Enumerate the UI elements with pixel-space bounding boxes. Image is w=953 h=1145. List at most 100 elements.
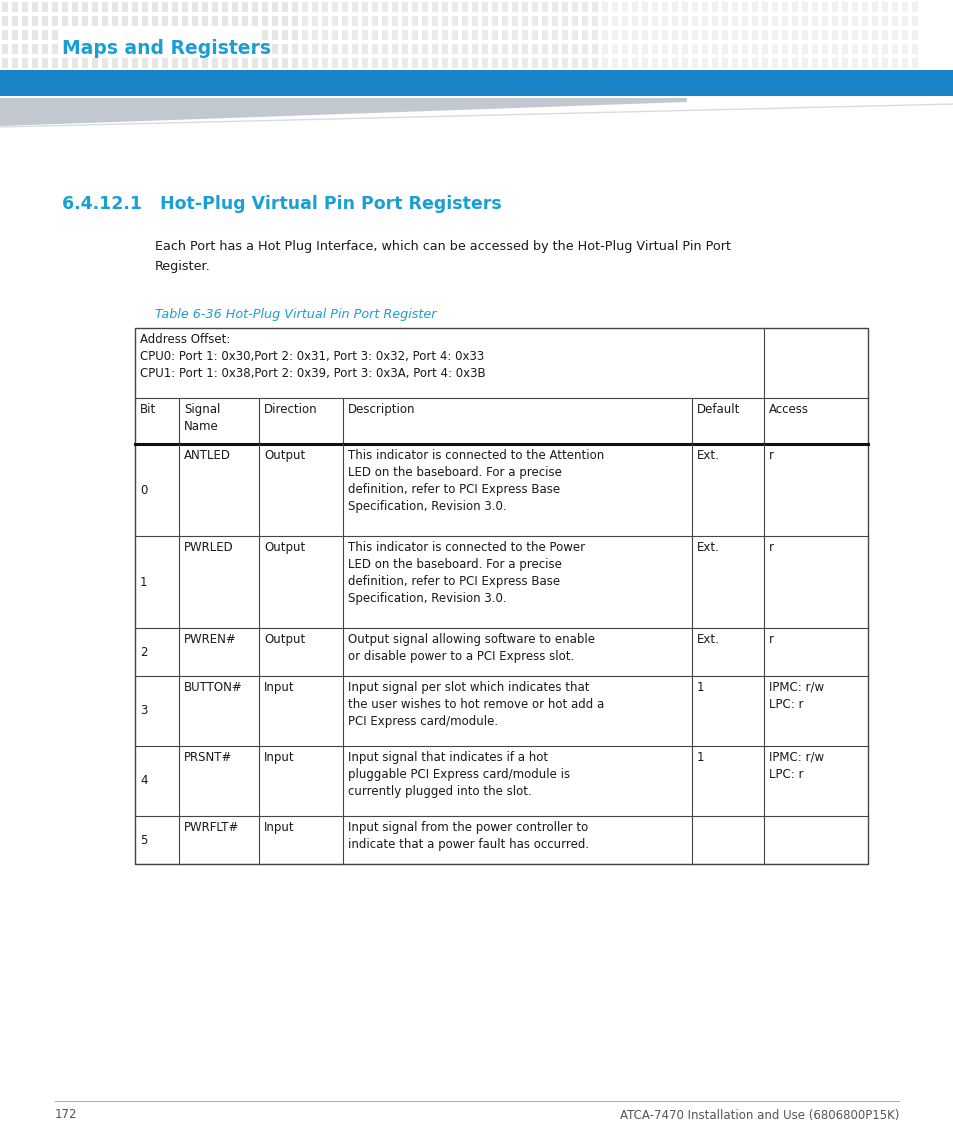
FancyBboxPatch shape bbox=[42, 72, 48, 82]
FancyBboxPatch shape bbox=[761, 58, 767, 68]
FancyBboxPatch shape bbox=[601, 16, 607, 26]
FancyBboxPatch shape bbox=[521, 16, 527, 26]
FancyBboxPatch shape bbox=[882, 30, 887, 40]
FancyBboxPatch shape bbox=[341, 58, 348, 68]
FancyBboxPatch shape bbox=[721, 44, 727, 54]
FancyBboxPatch shape bbox=[372, 72, 377, 82]
Text: Ext.: Ext. bbox=[696, 540, 719, 554]
FancyBboxPatch shape bbox=[711, 16, 718, 26]
FancyBboxPatch shape bbox=[292, 2, 297, 11]
FancyBboxPatch shape bbox=[581, 72, 587, 82]
Text: Each Port has a Hot Plug Interface, which can be accessed by the Hot-Plug Virtua: Each Port has a Hot Plug Interface, whic… bbox=[154, 240, 730, 253]
FancyBboxPatch shape bbox=[601, 30, 607, 40]
Text: r: r bbox=[768, 540, 773, 554]
FancyBboxPatch shape bbox=[592, 58, 598, 68]
FancyBboxPatch shape bbox=[661, 16, 667, 26]
FancyBboxPatch shape bbox=[661, 2, 667, 11]
FancyBboxPatch shape bbox=[621, 16, 627, 26]
FancyBboxPatch shape bbox=[532, 30, 537, 40]
Text: Input signal from the power controller to
indicate that a power fault has occurr: Input signal from the power controller t… bbox=[348, 821, 589, 851]
FancyBboxPatch shape bbox=[62, 16, 68, 26]
FancyBboxPatch shape bbox=[2, 30, 8, 40]
FancyBboxPatch shape bbox=[512, 2, 517, 11]
FancyBboxPatch shape bbox=[432, 44, 437, 54]
FancyBboxPatch shape bbox=[222, 58, 228, 68]
FancyBboxPatch shape bbox=[851, 72, 857, 82]
FancyBboxPatch shape bbox=[182, 72, 188, 82]
FancyBboxPatch shape bbox=[821, 72, 827, 82]
FancyBboxPatch shape bbox=[272, 2, 277, 11]
FancyBboxPatch shape bbox=[791, 44, 797, 54]
FancyBboxPatch shape bbox=[761, 2, 767, 11]
FancyBboxPatch shape bbox=[292, 44, 297, 54]
FancyBboxPatch shape bbox=[512, 16, 517, 26]
FancyBboxPatch shape bbox=[631, 2, 638, 11]
FancyBboxPatch shape bbox=[381, 72, 388, 82]
FancyBboxPatch shape bbox=[572, 30, 578, 40]
FancyBboxPatch shape bbox=[441, 72, 448, 82]
FancyBboxPatch shape bbox=[631, 58, 638, 68]
FancyBboxPatch shape bbox=[911, 44, 917, 54]
FancyBboxPatch shape bbox=[71, 72, 78, 82]
FancyBboxPatch shape bbox=[372, 44, 377, 54]
FancyBboxPatch shape bbox=[781, 44, 787, 54]
FancyBboxPatch shape bbox=[612, 58, 618, 68]
FancyBboxPatch shape bbox=[721, 72, 727, 82]
FancyBboxPatch shape bbox=[851, 16, 857, 26]
FancyBboxPatch shape bbox=[12, 72, 18, 82]
FancyBboxPatch shape bbox=[581, 16, 587, 26]
FancyBboxPatch shape bbox=[232, 2, 237, 11]
FancyBboxPatch shape bbox=[671, 16, 678, 26]
FancyBboxPatch shape bbox=[492, 44, 497, 54]
FancyBboxPatch shape bbox=[731, 30, 738, 40]
Text: PWRLED: PWRLED bbox=[184, 540, 233, 554]
FancyBboxPatch shape bbox=[711, 58, 718, 68]
FancyBboxPatch shape bbox=[361, 2, 368, 11]
FancyBboxPatch shape bbox=[152, 2, 158, 11]
FancyBboxPatch shape bbox=[621, 2, 627, 11]
FancyBboxPatch shape bbox=[332, 44, 337, 54]
Text: CPU1: Port 1: 0x38,Port 2: 0x39, Port 3: 0x3A, Port 4: 0x3B: CPU1: Port 1: 0x38,Port 2: 0x39, Port 3:… bbox=[140, 368, 485, 380]
FancyBboxPatch shape bbox=[492, 30, 497, 40]
FancyBboxPatch shape bbox=[701, 30, 707, 40]
FancyBboxPatch shape bbox=[12, 16, 18, 26]
Text: Access: Access bbox=[768, 403, 808, 416]
FancyBboxPatch shape bbox=[262, 58, 268, 68]
FancyBboxPatch shape bbox=[541, 58, 547, 68]
FancyBboxPatch shape bbox=[831, 30, 837, 40]
FancyBboxPatch shape bbox=[561, 72, 567, 82]
FancyBboxPatch shape bbox=[721, 16, 727, 26]
FancyBboxPatch shape bbox=[791, 58, 797, 68]
FancyBboxPatch shape bbox=[152, 16, 158, 26]
FancyBboxPatch shape bbox=[461, 72, 468, 82]
Polygon shape bbox=[0, 98, 686, 126]
FancyBboxPatch shape bbox=[501, 2, 507, 11]
FancyBboxPatch shape bbox=[452, 2, 457, 11]
FancyBboxPatch shape bbox=[421, 44, 428, 54]
FancyBboxPatch shape bbox=[42, 30, 48, 40]
FancyBboxPatch shape bbox=[651, 58, 658, 68]
Text: This indicator is connected to the Power
LED on the baseboard. For a precise
def: This indicator is connected to the Power… bbox=[348, 540, 585, 605]
FancyBboxPatch shape bbox=[801, 58, 807, 68]
FancyBboxPatch shape bbox=[262, 72, 268, 82]
FancyBboxPatch shape bbox=[421, 2, 428, 11]
FancyBboxPatch shape bbox=[581, 58, 587, 68]
FancyBboxPatch shape bbox=[192, 16, 198, 26]
FancyBboxPatch shape bbox=[761, 72, 767, 82]
FancyBboxPatch shape bbox=[751, 72, 758, 82]
FancyBboxPatch shape bbox=[312, 2, 317, 11]
FancyBboxPatch shape bbox=[552, 44, 558, 54]
FancyBboxPatch shape bbox=[192, 2, 198, 11]
FancyBboxPatch shape bbox=[882, 58, 887, 68]
Text: 1: 1 bbox=[140, 576, 148, 589]
FancyBboxPatch shape bbox=[661, 30, 667, 40]
FancyBboxPatch shape bbox=[492, 16, 497, 26]
FancyBboxPatch shape bbox=[512, 44, 517, 54]
FancyBboxPatch shape bbox=[452, 44, 457, 54]
Text: Output signal allowing software to enable
or disable power to a PCI Express slot: Output signal allowing software to enabl… bbox=[348, 633, 595, 663]
FancyBboxPatch shape bbox=[381, 44, 388, 54]
FancyBboxPatch shape bbox=[841, 44, 847, 54]
FancyBboxPatch shape bbox=[2, 44, 8, 54]
FancyBboxPatch shape bbox=[252, 58, 257, 68]
FancyBboxPatch shape bbox=[521, 2, 527, 11]
